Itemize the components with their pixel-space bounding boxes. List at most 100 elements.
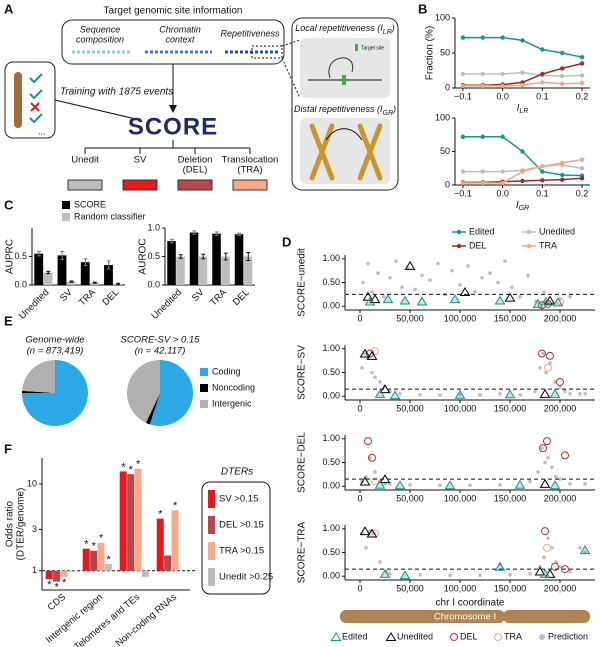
error-bar	[192, 230, 197, 235]
x-axis-label: chr I coordinate	[436, 598, 505, 609]
bar	[90, 550, 98, 571]
bar	[97, 542, 105, 571]
significance: *	[158, 508, 163, 520]
data-point	[480, 83, 485, 89]
y-axis-label: AUROC	[138, 238, 149, 274]
triangle-marker	[539, 478, 551, 488]
significance: *	[106, 554, 111, 566]
circle-marker	[551, 562, 559, 571]
triangle-marker	[369, 294, 381, 304]
bar	[60, 570, 68, 577]
y-tick-label: 0.00	[322, 391, 340, 401]
data-point	[579, 55, 585, 60]
data-point	[480, 169, 485, 174]
check-icons	[29, 73, 43, 124]
cross-icon	[30, 102, 40, 112]
triangle-marker	[539, 388, 551, 398]
data-point	[579, 166, 585, 171]
prediction-dot	[418, 572, 422, 577]
pie-title: (n = 42,117)	[135, 346, 186, 357]
outcome-swatch	[232, 179, 268, 191]
triangle-marker	[374, 388, 386, 398]
legend-label: Edited	[469, 226, 495, 236]
data-point	[520, 149, 525, 154]
feature-label: Sequence	[80, 24, 121, 34]
data-point	[500, 134, 505, 139]
prediction-dot	[400, 285, 404, 290]
x-tick-label: 0.2	[576, 188, 589, 198]
bar	[198, 256, 208, 285]
x-tick-label: 50,000	[396, 583, 424, 593]
local-label: Local repetitiveness (ILR)	[295, 23, 395, 35]
triangle-marker	[494, 295, 506, 305]
error-bar	[237, 232, 242, 236]
bar	[164, 555, 172, 571]
error-bar	[60, 250, 65, 260]
panel-label: E	[4, 313, 13, 328]
legend-label: Edited	[342, 631, 368, 641]
legend-label: TRA	[504, 631, 522, 641]
legend-label: TRA	[539, 240, 557, 250]
x-tick-label: 150,000	[494, 403, 527, 413]
data-point	[460, 134, 466, 139]
prediction-dot	[458, 392, 462, 397]
legend-dot	[526, 229, 532, 235]
x-tick-label: 0.1	[536, 91, 549, 101]
prediction-dot	[568, 392, 572, 396]
data-point	[560, 177, 565, 182]
x-tick-label: 50,000	[396, 313, 424, 323]
prediction-dot	[388, 572, 392, 576]
prediction-dot	[373, 470, 377, 474]
prediction-dot	[478, 392, 482, 397]
prediction-dot	[563, 389, 567, 394]
prediction-dot	[546, 536, 550, 541]
feature-label: Chromatin	[159, 24, 201, 34]
prediction-dot	[518, 294, 522, 299]
bar	[34, 253, 44, 285]
pie-slice	[22, 390, 55, 393]
triangle-marker	[532, 298, 544, 308]
prediction-dot	[542, 290, 546, 294]
bar	[221, 256, 230, 285]
legend-label: Unedited	[397, 631, 433, 641]
x-tick-label: 0	[357, 403, 362, 413]
outcome-label: Unedit	[71, 155, 99, 166]
triangle-marker	[549, 388, 561, 398]
data-point	[480, 134, 485, 139]
legend-box	[201, 481, 271, 595]
y-tick-label: 0.5	[14, 251, 27, 261]
legend-swatch	[200, 384, 208, 392]
x-tick-label: CDS	[46, 592, 68, 613]
y-tick-label: 0.00	[322, 301, 340, 311]
target-label: Target site	[361, 45, 384, 51]
x-tick-label: 0.0	[496, 188, 509, 198]
subscript: LR	[519, 108, 528, 115]
bar	[104, 563, 112, 571]
y-tick-label: 0	[445, 82, 450, 92]
circle-marker	[561, 451, 569, 460]
data-point	[520, 178, 525, 184]
data-point	[560, 73, 565, 79]
prediction-dot	[542, 555, 546, 560]
prediction-dot	[528, 479, 532, 484]
y-tick-label: 1.00	[322, 343, 340, 353]
data-point	[560, 81, 565, 87]
significance: *	[173, 500, 178, 512]
prediction-dot	[480, 275, 484, 280]
prediction-dot	[583, 482, 587, 486]
y-tick-label: 1.00	[322, 523, 340, 533]
x-tick-label: DEL	[100, 287, 121, 308]
triangle-marker	[379, 568, 391, 578]
x-tick-label: 0.0	[496, 91, 509, 101]
prediction-dot	[543, 460, 547, 465]
data-point	[500, 180, 505, 186]
pie-slice	[126, 360, 160, 423]
y-tick-label: 0.0	[14, 279, 27, 289]
triangle-marker	[454, 389, 466, 399]
y-axis-label: AUPRC	[5, 239, 16, 274]
data-point	[540, 178, 545, 183]
prediction-dot	[583, 392, 587, 396]
legend-triangle	[330, 632, 342, 641]
